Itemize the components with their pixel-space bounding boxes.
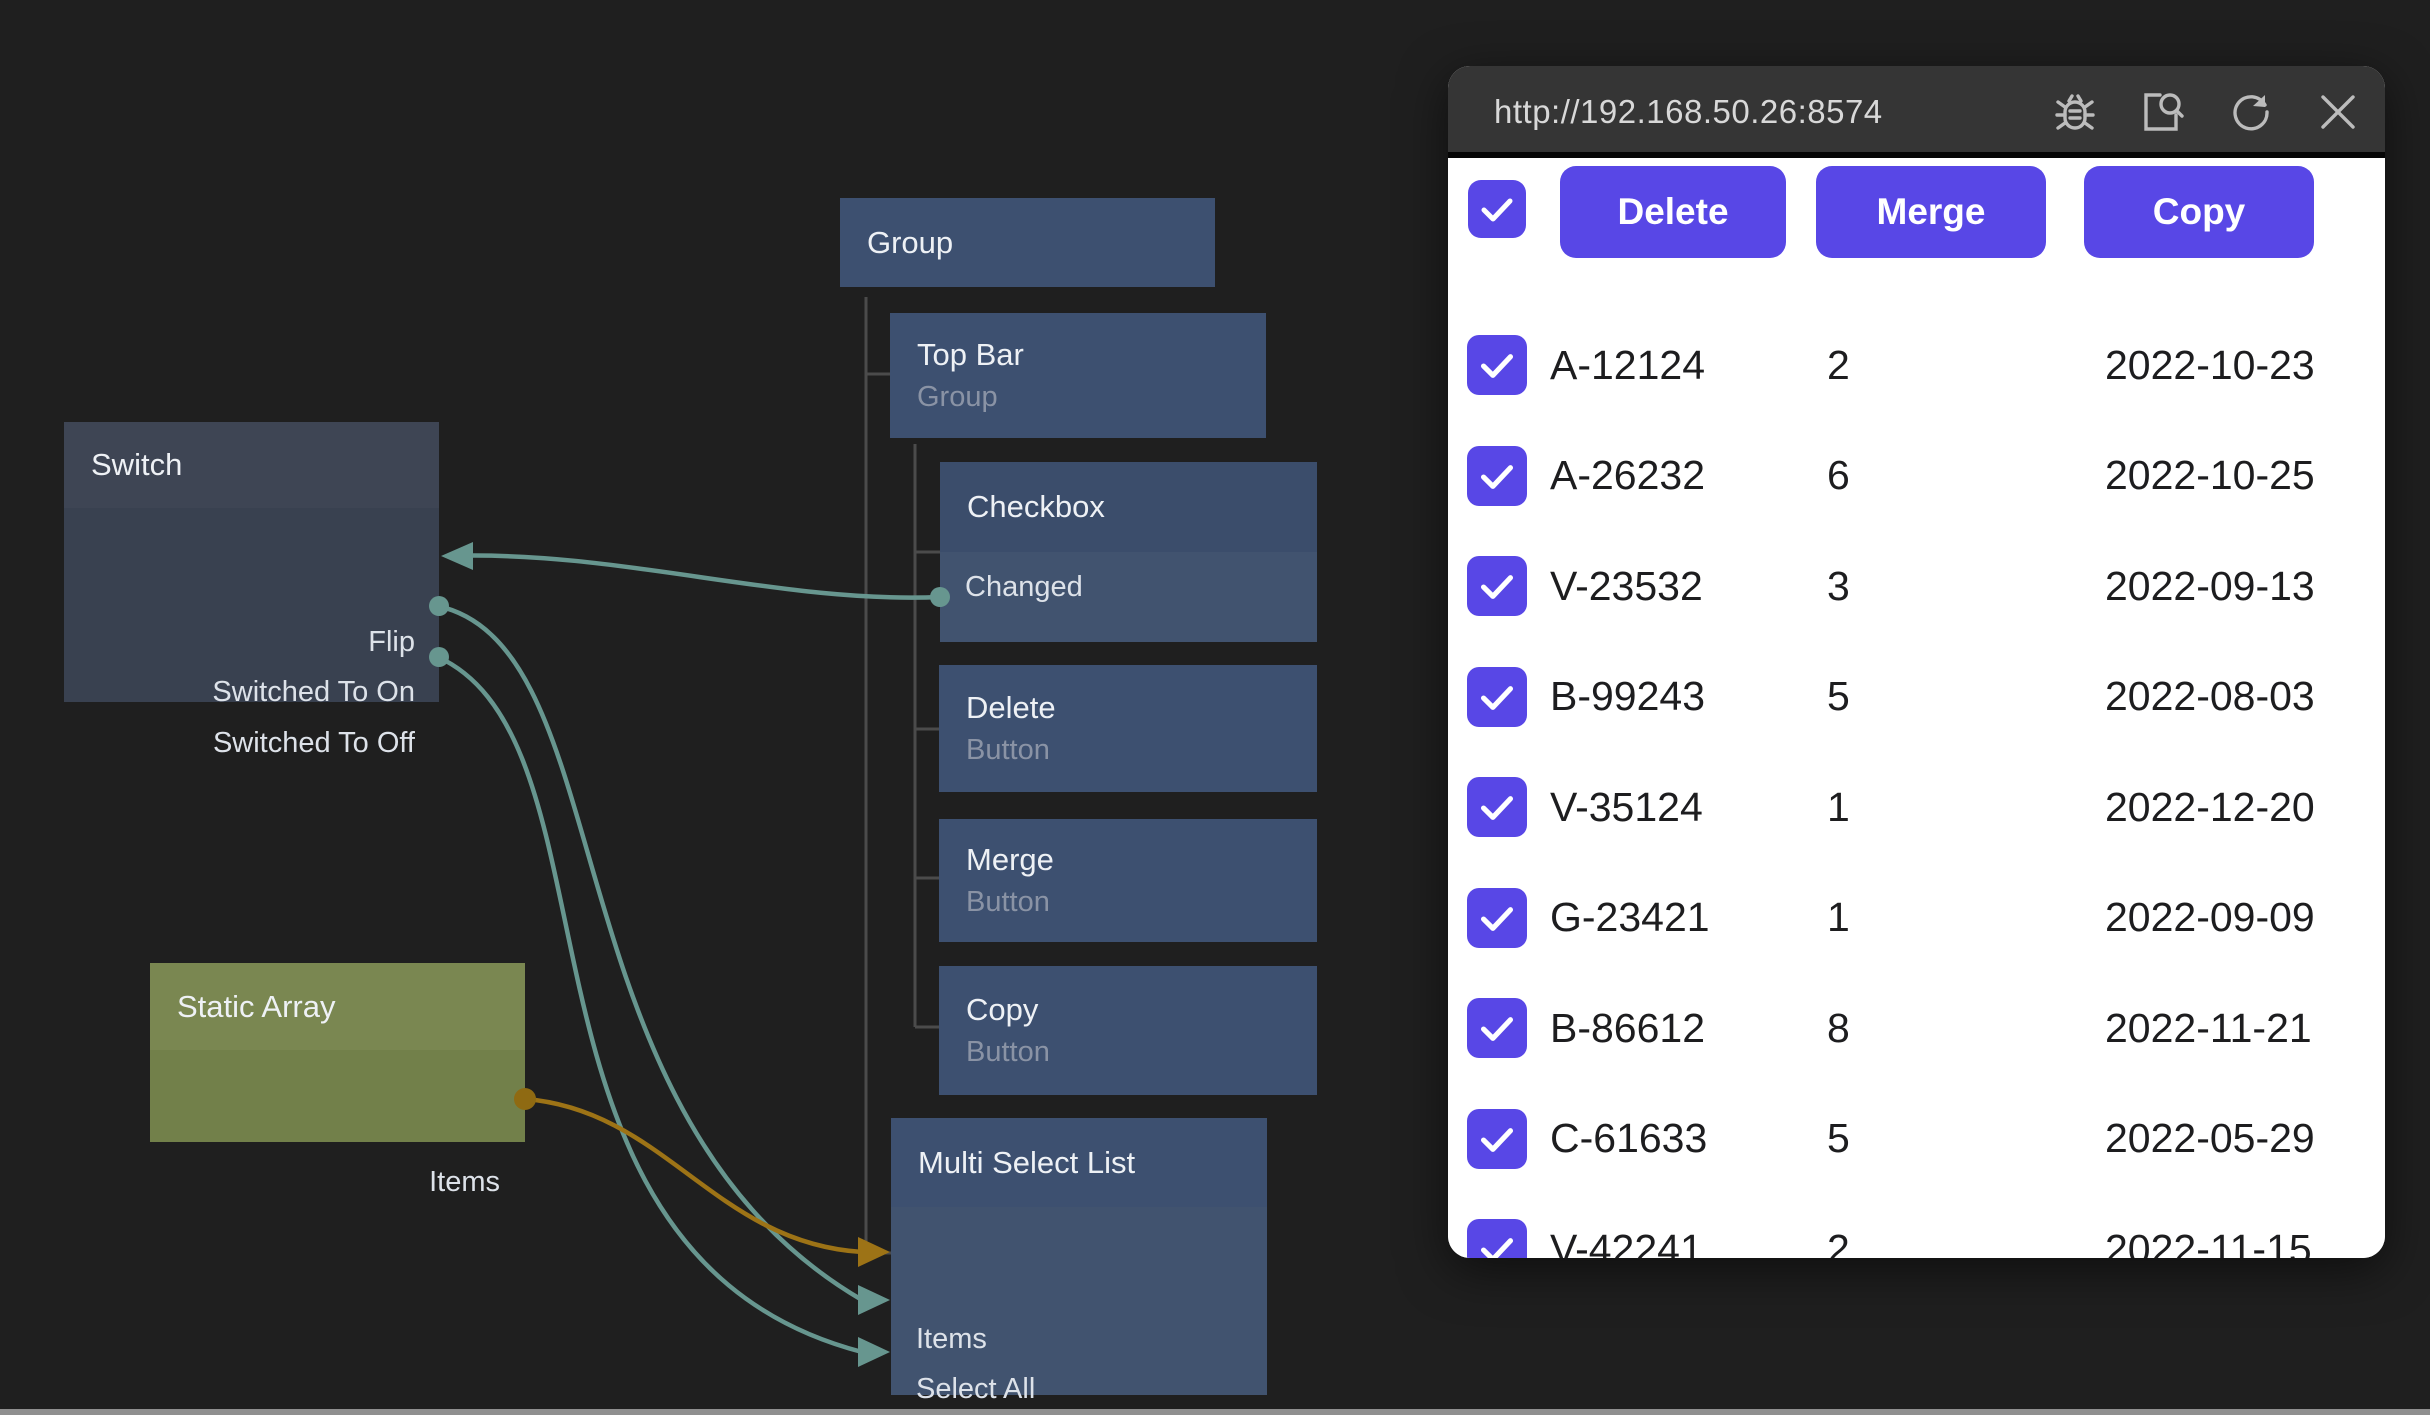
port-select-all[interactable]: Select All xyxy=(916,1373,1036,1405)
table-row: V-23532 3 2022-09-13 xyxy=(1448,531,2385,642)
delete-button[interactable]: Delete xyxy=(1560,166,1786,258)
node-copy-subtitle: Button xyxy=(966,1036,1050,1068)
row-qty: 1 xyxy=(1827,894,1850,941)
row-date: 2022-05-29 xyxy=(2105,1115,2315,1162)
copy-button[interactable]: Copy xyxy=(2084,166,2314,258)
node-merge-title: Merge xyxy=(966,842,1054,877)
row-id: V-42241 xyxy=(1550,1225,1703,1258)
row-date: 2022-09-13 xyxy=(2105,562,2315,609)
row-date: 2022-11-15 xyxy=(2105,1225,2312,1258)
node-static-array[interactable]: Static Array Items xyxy=(150,963,525,1198)
row-qty: 5 xyxy=(1827,1115,1850,1162)
url-bar[interactable]: http://192.168.50.26:8574 xyxy=(1494,93,1883,130)
edge-on-to-select-all[interactable] xyxy=(437,603,864,1302)
browser-header: http://192.168.50.26:8574 xyxy=(1448,66,2385,158)
inspect-page-icon[interactable] xyxy=(2140,89,2186,135)
table-row: V-42241 2 2022-11-15 xyxy=(1448,1194,2385,1258)
row-id: V-35124 xyxy=(1550,783,1703,830)
node-top-bar-subtitle: Group xyxy=(917,381,998,413)
node-static-array-title: Static Array xyxy=(150,963,525,1050)
row-id: C-61633 xyxy=(1550,1115,1708,1162)
node-checkbox-title: Checkbox xyxy=(940,462,1317,552)
merge-button[interactable]: Merge xyxy=(1816,166,2046,258)
node-top-bar[interactable]: Top Bar Group xyxy=(890,313,1266,438)
node-delete-subtitle: Button xyxy=(966,734,1050,766)
node-copy-button[interactable]: Copy Button xyxy=(939,966,1317,1095)
row-checkbox[interactable] xyxy=(1467,666,1527,727)
node-top-bar-title: Top Bar xyxy=(917,337,1024,372)
port-items-input[interactable]: Items xyxy=(916,1323,987,1355)
refresh-icon[interactable] xyxy=(2228,89,2274,135)
row-checkbox[interactable] xyxy=(1467,777,1527,838)
row-qty: 2 xyxy=(1827,341,1850,388)
row-checkbox[interactable] xyxy=(1467,445,1527,506)
row-id: B-99243 xyxy=(1550,673,1706,720)
edge-items-to-items[interactable] xyxy=(524,1096,863,1255)
node-merge-subtitle: Button xyxy=(966,886,1050,918)
arrowhead-items xyxy=(858,1237,890,1267)
table-row: A-26232 6 2022-10-25 xyxy=(1448,421,2385,532)
row-date: 2022-12-20 xyxy=(2105,783,2315,830)
table-row: B-86612 8 2022-11-21 xyxy=(1448,973,2385,1084)
select-all-checkbox[interactable] xyxy=(1468,180,1526,238)
row-checkbox[interactable] xyxy=(1467,335,1527,396)
row-qty: 2 xyxy=(1827,1225,1850,1258)
row-qty: 1 xyxy=(1827,783,1850,830)
table-row: C-61633 5 2022-05-29 xyxy=(1448,1084,2385,1195)
arrowhead-select-all xyxy=(858,1285,890,1315)
port-switched-to-on[interactable]: Switched To On xyxy=(212,676,415,708)
row-date: 2022-11-21 xyxy=(2105,1004,2312,1051)
port-switched-to-off[interactable]: Switched To Off xyxy=(212,727,415,759)
row-id: V-23532 xyxy=(1550,562,1703,609)
row-date: 2022-10-23 xyxy=(2105,341,2315,388)
node-multi-select-list[interactable]: Multi Select List Items Select All Clear… xyxy=(891,1118,1267,1405)
port-changed[interactable]: Changed xyxy=(965,571,1083,603)
row-qty: 5 xyxy=(1827,673,1850,720)
horizontal-scrollbar[interactable] xyxy=(0,1409,2430,1415)
tree-line-children xyxy=(913,444,940,1029)
row-id: A-12124 xyxy=(1550,341,1706,388)
arrowhead-flip xyxy=(441,542,473,570)
tree-line-root xyxy=(864,297,891,1255)
row-qty: 8 xyxy=(1827,1004,1850,1051)
row-qty: 6 xyxy=(1827,452,1850,499)
row-id: B-86612 xyxy=(1550,1004,1706,1051)
node-multi-select-list-title: Multi Select List xyxy=(891,1118,1267,1207)
row-date: 2022-08-03 xyxy=(2105,673,2315,720)
node-group-title: Group xyxy=(867,224,954,260)
port-flip[interactable]: Flip xyxy=(368,626,415,658)
row-checkbox[interactable] xyxy=(1467,1219,1527,1258)
node-checkbox[interactable]: Checkbox Changed xyxy=(940,462,1317,642)
browser-preview-panel: http://192.168.50.26:8574 xyxy=(1448,66,2385,1258)
node-delete-button[interactable]: Delete Button xyxy=(939,665,1317,792)
row-date: 2022-10-25 xyxy=(2105,452,2315,499)
node-copy-title: Copy xyxy=(966,992,1039,1027)
row-checkbox[interactable] xyxy=(1467,887,1527,948)
node-switch-title: Switch xyxy=(64,422,439,508)
port-items-output[interactable]: Items xyxy=(429,1166,500,1198)
table-row: G-23421 1 2022-09-09 xyxy=(1448,863,2385,974)
row-date: 2022-09-09 xyxy=(2105,894,2315,941)
node-merge-button[interactable]: Merge Button xyxy=(939,819,1317,942)
table-row: A-12124 2 2022-10-23 xyxy=(1448,310,2385,421)
row-qty: 3 xyxy=(1827,562,1850,609)
arrowhead-clear-selection xyxy=(858,1337,890,1367)
bug-icon[interactable] xyxy=(2052,89,2098,135)
row-checkbox[interactable] xyxy=(1467,556,1527,617)
browser-content: Delete Merge Copy A-12124 2 2022-10-23 A… xyxy=(1448,164,2385,1258)
row-id: G-23421 xyxy=(1550,894,1710,941)
close-icon[interactable] xyxy=(2315,89,2361,135)
edge-changed-to-flip[interactable] xyxy=(447,553,941,600)
row-checkbox[interactable] xyxy=(1467,998,1527,1059)
node-group[interactable]: Group xyxy=(840,198,1215,287)
row-checkbox[interactable] xyxy=(1467,1108,1527,1169)
node-switch[interactable]: Switch Flip Switched To On Switched To O… xyxy=(64,422,439,759)
table-row: V-35124 1 2022-12-20 xyxy=(1448,752,2385,863)
node-delete-title: Delete xyxy=(966,690,1056,725)
table-row: B-99243 5 2022-08-03 xyxy=(1448,642,2385,753)
row-id: A-26232 xyxy=(1550,452,1706,499)
record-list: A-12124 2 2022-10-23 A-26232 6 2022-10-2… xyxy=(1448,310,2385,1258)
